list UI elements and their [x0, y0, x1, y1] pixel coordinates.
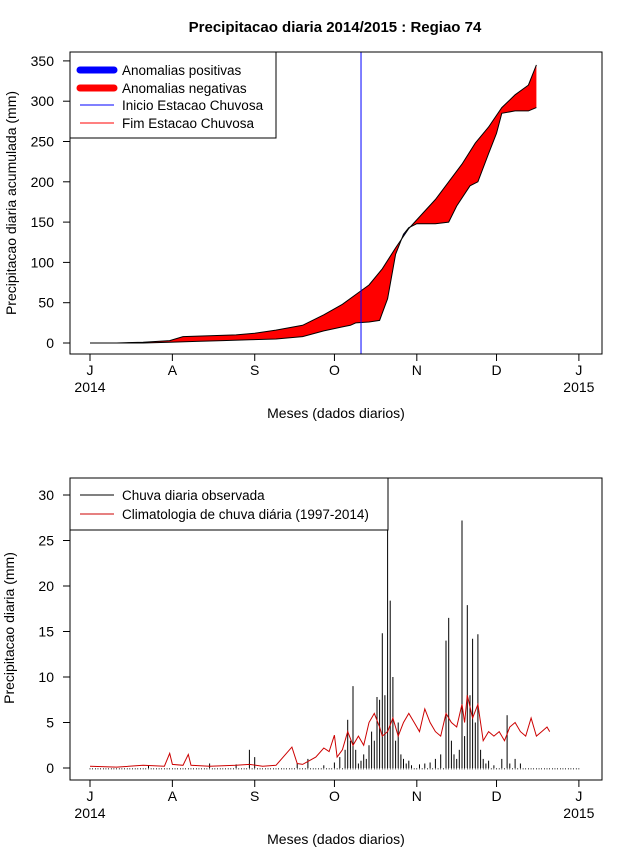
x-tick-label: D	[491, 788, 501, 804]
x-year-label: 2014	[74, 379, 105, 395]
top-x-axis-label: Meses (dados diarios)	[267, 405, 405, 421]
y-tick-label: 350	[31, 53, 55, 69]
x-tick-label: A	[168, 788, 178, 804]
x-year-label: 2015	[563, 379, 594, 395]
x-tick-label: O	[329, 362, 340, 378]
bottom-y-axis-label: Precipitacao diaria (mm)	[1, 552, 17, 704]
top-legend-box	[69, 51, 277, 139]
daily-chart-data	[89, 490, 580, 770]
top-legend: Anomalias positivas Anomalias negativas …	[69, 51, 277, 139]
legend-label-negative: Anomalias negativas	[122, 81, 247, 96]
legend-label-climatology: Climatologia de chuva diária (1997-2014)	[122, 507, 369, 522]
climatology-daily-line	[89, 695, 551, 768]
y-tick-label: 20	[38, 578, 54, 594]
y-tick-label: 100	[31, 254, 55, 270]
legend-label-positive: Anomalias positivas	[122, 63, 242, 78]
y-tick-label: 250	[31, 134, 55, 150]
y-tick-label: 25	[38, 533, 54, 549]
y-tick-label: 300	[31, 93, 55, 109]
x-tick-label: A	[168, 362, 178, 378]
x-tick-label: J	[575, 362, 582, 378]
y-tick-label: 200	[31, 174, 55, 190]
y-tick-label: 30	[38, 487, 54, 503]
observed-cumulative-line	[90, 107, 537, 344]
y-tick-label: 10	[38, 669, 54, 685]
legend-label-observed: Chuva diaria observada	[122, 488, 265, 503]
x-tick-label: J	[87, 788, 94, 804]
chart-title: Precipitacao diaria 2014/2015 : Regiao 7…	[189, 19, 482, 36]
x-tick-label: J	[87, 362, 94, 378]
bottom-x-axis-label: Meses (dados diarios)	[267, 831, 405, 847]
x-year-label: 2014	[74, 805, 105, 821]
legend-label-end: Fim Estacao Chuvosa	[122, 116, 255, 131]
climatology-cumulative-line	[90, 64, 537, 344]
x-tick-label: S	[250, 788, 259, 804]
y-tick-label: 15	[38, 624, 54, 640]
x-tick-label: J	[575, 788, 582, 804]
x-tick-label: N	[412, 362, 422, 378]
bottom-legend: Chuva diaria observada Climatologia de c…	[69, 477, 389, 531]
x-tick-label: S	[250, 362, 259, 378]
y-tick-label: 5	[46, 715, 54, 731]
y-tick-label: 150	[31, 214, 55, 230]
x-tick-label: O	[329, 788, 340, 804]
negative-anomaly-area	[90, 240, 401, 343]
legend-label-onset: Inicio Estacao Chuvosa	[122, 98, 264, 113]
y-tick-label: 0	[46, 335, 54, 351]
y-tick-label: 0	[46, 760, 54, 776]
y-tick-label: 50	[38, 295, 54, 311]
x-tick-label: D	[491, 362, 501, 378]
bottom-legend-box	[69, 477, 389, 531]
x-year-label: 2015	[563, 805, 594, 821]
top-y-axis-label: Precipitacao diaria acumulada (mm)	[3, 91, 19, 315]
cumulative-chart-data	[90, 52, 537, 354]
x-tick-label: N	[412, 788, 422, 804]
